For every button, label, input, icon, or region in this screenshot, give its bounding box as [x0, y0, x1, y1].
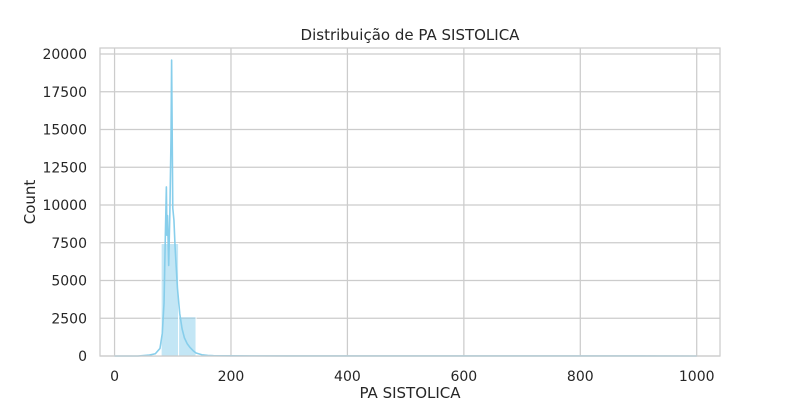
x-tick-label-1: 200 — [218, 369, 245, 385]
grid-lines — [100, 48, 720, 357]
y-tick-label-7: 17500 — [42, 85, 87, 101]
x-tick-label-0: 0 — [110, 369, 119, 385]
y-tick-label-8: 20000 — [42, 47, 87, 63]
x-axis-ticks: 0 200 400 600 800 1000 — [110, 369, 714, 385]
y-tick-label-0: 0 — [78, 349, 87, 365]
x-tick-label-4: 800 — [567, 369, 594, 385]
y-tick-label-1: 2500 — [51, 311, 87, 327]
x-tick-label-3: 600 — [450, 369, 477, 385]
plot-area-border — [99, 47, 721, 357]
y-tick-label-6: 15000 — [42, 123, 87, 139]
y-axis-label: Count — [21, 180, 39, 225]
y-tick-label-2: 5000 — [51, 274, 87, 290]
y-axis-ticks: 0 2500 5000 7500 10000 12500 15000 17500 20000 — [42, 47, 87, 365]
y-tick-label-4: 10000 — [42, 198, 87, 214]
x-axis-label: PA SISTOLICA — [359, 384, 461, 400]
y-tick-label-5: 12500 — [42, 160, 87, 176]
y-tick-label-3: 7500 — [51, 236, 87, 252]
x-tick-label-2: 400 — [334, 369, 361, 385]
plot-area-background — [100, 48, 720, 356]
x-tick-label-5: 1000 — [679, 369, 715, 385]
chart-title: Distribuição de PA SISTOLICA — [301, 26, 521, 44]
